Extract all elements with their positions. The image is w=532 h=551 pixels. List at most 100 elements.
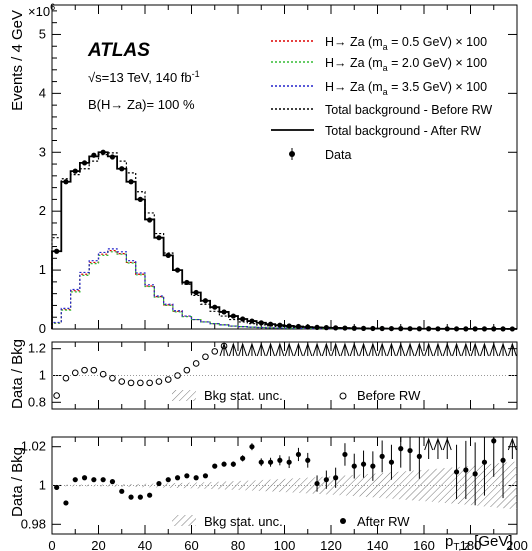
x-tick-label: 120 — [320, 538, 342, 551]
ratio-before-band-legend-label: Bkg stat. unc. — [204, 388, 283, 403]
main-y-tick-label: 0 — [39, 321, 46, 336]
ratio-after-point — [119, 488, 125, 494]
x-tick-label: 160 — [413, 538, 435, 551]
data-point — [54, 248, 60, 254]
data-point — [109, 154, 116, 160]
series-line-bkg_before — [51, 152, 517, 330]
ratio-before-point — [174, 372, 181, 379]
legend-swatch-data — [289, 151, 295, 157]
ratio-after-point — [240, 455, 246, 461]
data-point — [426, 326, 432, 332]
data-point — [72, 168, 78, 174]
data-point — [249, 318, 255, 324]
ratio-before-point — [90, 366, 98, 374]
ratio-after-y-tick-label: 1.02 — [21, 439, 46, 454]
ratio-after-point — [277, 457, 283, 463]
legend-label-bkg_before: Total background - Before RW — [325, 103, 492, 117]
legend-label-s35: H→ Za (ma = 3.5 GeV) × 100 — [325, 80, 487, 97]
ratio-after-y-axis-label: Data / Bkg — [9, 447, 26, 517]
main-series — [51, 149, 517, 332]
ratio-after-stat-band — [52, 461, 517, 510]
main-y-ticks: 0 1 2 3 4 5 — [39, 10, 517, 336]
legend-label-s05: H→ Za (ma = 0.5 GeV) × 100 — [325, 35, 487, 52]
data-point — [481, 326, 488, 332]
ratio-before-x-ticks — [51, 342, 518, 409]
branching-ratio-label: B(H→ Za)= 100 % — [88, 97, 195, 112]
ratio-after-point — [398, 446, 404, 452]
legend-label-bkg_after: Total background - After RW — [325, 124, 481, 138]
ratio-after-point — [221, 461, 227, 467]
main-panel: 0 1 2 3 4 5 ×106 Events / 4 GeV ATLAS √s=13 T… — [9, 2, 518, 336]
x-tick-label: 60 — [184, 538, 198, 551]
data-point — [314, 324, 320, 330]
x-tick-label: 180 — [460, 538, 482, 551]
ratio-after-point — [193, 475, 199, 481]
data-point — [500, 326, 506, 332]
ratio-after-point — [500, 457, 506, 463]
series-line-s05 — [51, 250, 517, 330]
data-point — [295, 323, 302, 330]
main-y-tick-label: 5 — [39, 26, 46, 41]
data-point — [174, 267, 181, 273]
legend-label-data: Data — [325, 148, 351, 162]
x-tick-label: 0 — [48, 538, 55, 551]
ratio-before-point — [53, 392, 60, 399]
ratio-after-point — [147, 492, 153, 498]
series-line-s20 — [51, 251, 517, 330]
ratio-after-point — [305, 457, 311, 463]
ratio-after-point — [174, 475, 181, 481]
ratio-after-point — [370, 463, 376, 469]
ratio-before-point — [71, 369, 79, 377]
x-tick-label: 40 — [138, 538, 152, 551]
main-legend: H→ Za (ma = 0.5 GeV) × 100 H→ Za (ma = 2.… — [271, 35, 492, 162]
data-point — [212, 304, 218, 310]
ratio-after-point — [184, 473, 190, 479]
main-y-tick-label: 2 — [39, 203, 46, 218]
x-tick-label: 100 — [274, 538, 296, 551]
ratio-before-marker-legend-label: Before RW — [357, 388, 421, 403]
data-point — [165, 252, 171, 258]
ratio-before-y-ticks: 0.8 1 1.2 — [28, 341, 517, 409]
data-point — [230, 313, 236, 319]
ratio-after-point — [81, 475, 88, 481]
ratio-after-point — [109, 479, 116, 485]
ratio-after-point — [137, 494, 143, 500]
ratio-before-point — [109, 374, 116, 382]
main-y-tick-label: 4 — [39, 85, 46, 100]
data-point — [453, 326, 460, 332]
ratio-after-y-tick-label: 0.98 — [21, 516, 46, 531]
data-point — [444, 326, 450, 332]
data-point — [147, 217, 153, 223]
ratio-after-point — [314, 480, 320, 487]
ratio-before-point — [137, 379, 144, 387]
data-point — [333, 325, 339, 331]
data-point — [156, 235, 162, 241]
ratio-after-point — [249, 444, 255, 450]
ratio-after-point — [91, 477, 97, 483]
ratio-after-marker-legend-swatch — [340, 518, 346, 524]
data-point — [323, 325, 329, 331]
ratio-after-point — [453, 469, 460, 475]
x-tick-label: 20 — [91, 538, 105, 551]
ratio-after-point — [267, 459, 274, 465]
ratio-after-band-legend-label: Bkg stat. unc. — [204, 514, 283, 529]
ratio-before-point — [155, 378, 163, 385]
data-point — [184, 279, 190, 286]
data-point — [509, 326, 515, 332]
ratio-after-marker-legend-label: After RW — [357, 514, 410, 529]
data-point — [398, 326, 404, 332]
series-line-bkg_after — [51, 151, 517, 330]
ratio-before-marker-legend-swatch — [339, 392, 347, 400]
ratio-after-point — [286, 459, 292, 465]
x-tick-label: 80 — [231, 538, 245, 551]
ratio-after-point — [491, 438, 497, 444]
ratio-before-point — [62, 374, 70, 382]
ratio-after-band-legend-swatch — [172, 515, 196, 526]
data-point — [63, 179, 69, 185]
ratio-before-point — [118, 378, 126, 385]
ratio-before-point — [99, 370, 107, 378]
legend-label-s20: H→ Za (ma = 2.0 GeV) × 100 — [325, 56, 487, 73]
data-point — [258, 320, 264, 326]
data-point — [370, 325, 376, 332]
